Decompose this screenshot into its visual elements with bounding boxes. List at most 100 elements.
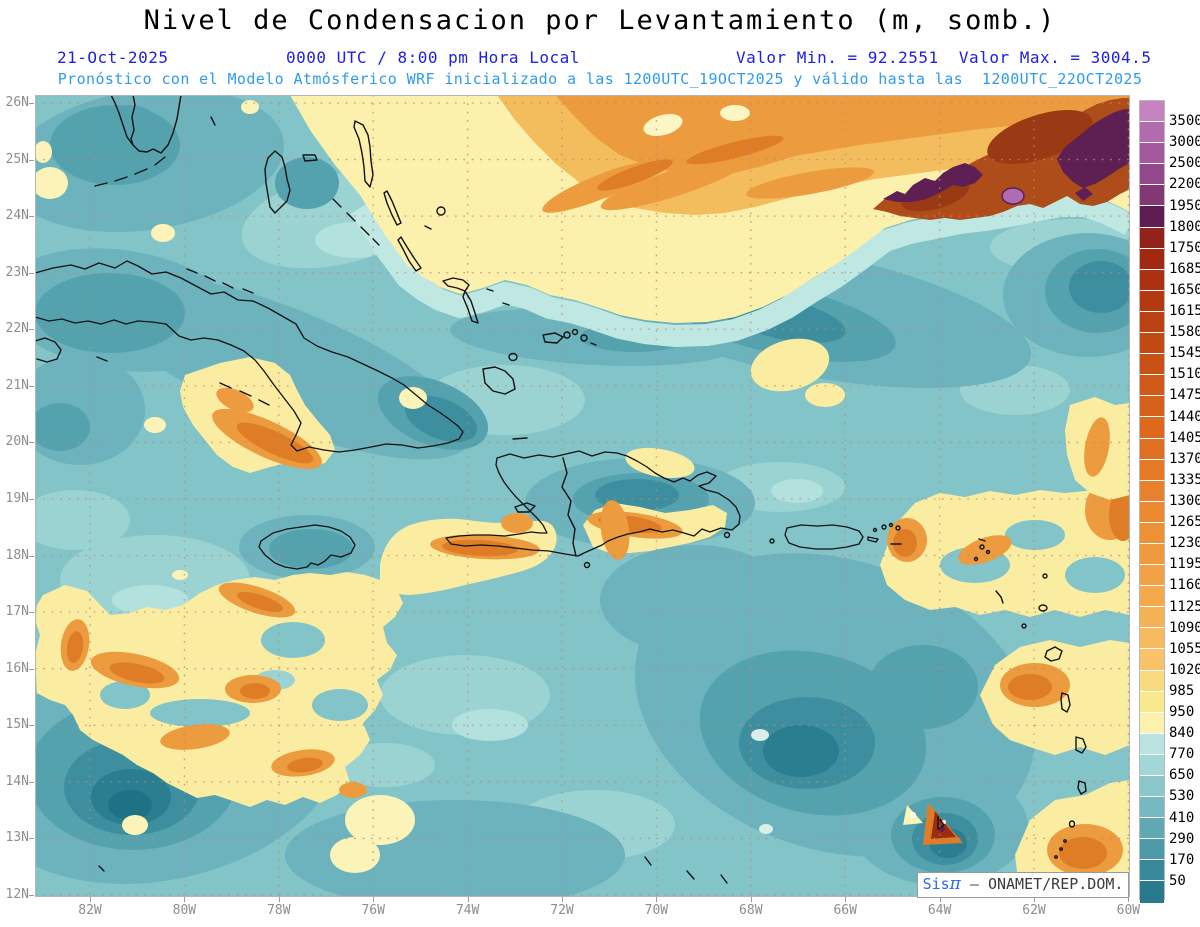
lat-label: 25N	[5, 151, 29, 167]
colorbar-value: 1055	[1169, 640, 1200, 657]
lat-tick	[29, 838, 34, 840]
tortuga-island	[512, 437, 528, 440]
colorbar-segment	[1140, 417, 1164, 439]
colorbar-value: 650	[1169, 767, 1195, 784]
colorbar-value: 3000	[1169, 134, 1200, 151]
guadeloupe	[1044, 646, 1063, 662]
lat-tick	[29, 442, 34, 444]
little-inagua	[508, 352, 518, 362]
lon-tick	[939, 897, 941, 902]
abc-islands	[644, 856, 728, 884]
colorbar-segment	[1140, 143, 1164, 165]
colorbar-segment	[1140, 311, 1164, 334]
map-area	[0, 87, 1173, 910]
lat-label: 22N	[5, 321, 29, 337]
dominica	[1060, 692, 1071, 713]
lon-tick	[278, 897, 280, 902]
lat-tick	[29, 555, 34, 557]
colorbar-segment	[1140, 333, 1164, 355]
colorbar-segment	[1140, 860, 1164, 882]
colorbar-segment	[1140, 396, 1164, 418]
colorbar-value: 1125	[1169, 598, 1200, 615]
martinique	[1075, 736, 1087, 754]
colorbar-value: 1335	[1169, 471, 1200, 488]
lon-label: 62W	[1022, 903, 1046, 918]
forecast-subtitle: Pronóstico con el Modelo Atmósferico WRF…	[57, 70, 1143, 88]
colorbar-value: 1440	[1169, 408, 1200, 425]
colorbar-value: 2200	[1169, 176, 1200, 193]
colorbar	[1139, 100, 1165, 903]
colorbar-value: 170	[1169, 851, 1195, 868]
colorbar-value: 1265	[1169, 514, 1200, 531]
lat-label: 23N	[5, 264, 29, 280]
lat-tick	[29, 612, 34, 614]
colorbar-value: 1510	[1169, 366, 1200, 383]
st-vincent	[1068, 820, 1076, 828]
puerto-rico-coastline	[784, 524, 864, 550]
colorbar-segment	[1140, 522, 1164, 544]
colorbar-segment	[1140, 543, 1164, 566]
lat-label: 16N	[5, 660, 29, 676]
lon-tick	[750, 897, 752, 902]
florida-keys	[94, 156, 166, 187]
lat-tick	[29, 272, 34, 274]
high-lcl-top-region	[290, 95, 1135, 347]
virgin-islands	[881, 522, 902, 545]
valid-date: 21-Oct-2025	[57, 48, 169, 67]
colorbar-value: 1615	[1169, 303, 1200, 320]
colorbar-value: 1950	[1169, 197, 1200, 214]
patch-east-of-pr	[880, 490, 1130, 617]
cuba-cays	[96, 268, 270, 406]
andros-island	[264, 150, 291, 214]
sispi-watermark: Sisπ – ONAMET/REP.DOM.	[917, 872, 1129, 898]
st-lucia	[1077, 780, 1087, 795]
lon-label: 76W	[361, 903, 385, 918]
lat-tick	[29, 329, 34, 331]
lon-tick	[90, 897, 91, 902]
colorbar-segment	[1140, 839, 1164, 861]
lat-tick	[29, 725, 34, 727]
hispaniola-coastline	[445, 450, 741, 557]
colorbar-value: 1195	[1169, 556, 1200, 573]
cat-island	[383, 190, 402, 226]
sispi-logo: Sisπ	[922, 874, 961, 894]
lon-tick	[656, 897, 658, 902]
minmax-values: Valor Min. = 92.2551 Valor Max. = 3004.5	[736, 48, 1152, 67]
isla-juventud	[34, 337, 62, 363]
colorbar-value: 3500	[1169, 113, 1200, 130]
lat-label: 24N	[5, 208, 29, 224]
colorbar-segment	[1140, 164, 1164, 186]
crooked-island	[442, 277, 470, 292]
colorbar-segment	[1140, 797, 1164, 819]
colorbar-segment	[1140, 691, 1164, 713]
colorbar-segment	[1140, 206, 1164, 228]
colorbar-value: 1685	[1169, 260, 1200, 277]
colorbar-segment	[1140, 649, 1164, 671]
colorbar-value: 1020	[1169, 661, 1200, 678]
long-island-bahamas	[397, 236, 422, 272]
antigua	[1038, 604, 1048, 612]
lat-label: 13N	[5, 830, 29, 846]
vieques	[867, 536, 879, 543]
haiti-dr-border	[561, 457, 577, 557]
lat-label: 19N	[5, 490, 29, 506]
colorbar-segment	[1140, 122, 1164, 144]
beata-island	[583, 561, 591, 569]
colorbar-segment	[1140, 354, 1164, 376]
colorbar-value: 1160	[1169, 577, 1200, 594]
colorbar-value: 950	[1169, 704, 1195, 721]
lon-label: 64W	[927, 903, 952, 918]
colorbar-segment	[1140, 881, 1164, 903]
lon-label: 82W	[78, 903, 102, 918]
colorbar-value: 1475	[1169, 387, 1200, 404]
lat-label: 12N	[5, 886, 29, 902]
lat-tick	[29, 159, 34, 161]
lat-label: 26N	[5, 95, 29, 110]
saona-island	[723, 531, 731, 539]
mayaguana	[542, 332, 564, 344]
colorbar-value: 840	[1169, 725, 1195, 742]
colorbar-value: 770	[1169, 746, 1195, 763]
florida-coastline	[130, 94, 182, 154]
lon-label: 80W	[172, 903, 197, 918]
great-inagua	[482, 366, 516, 395]
